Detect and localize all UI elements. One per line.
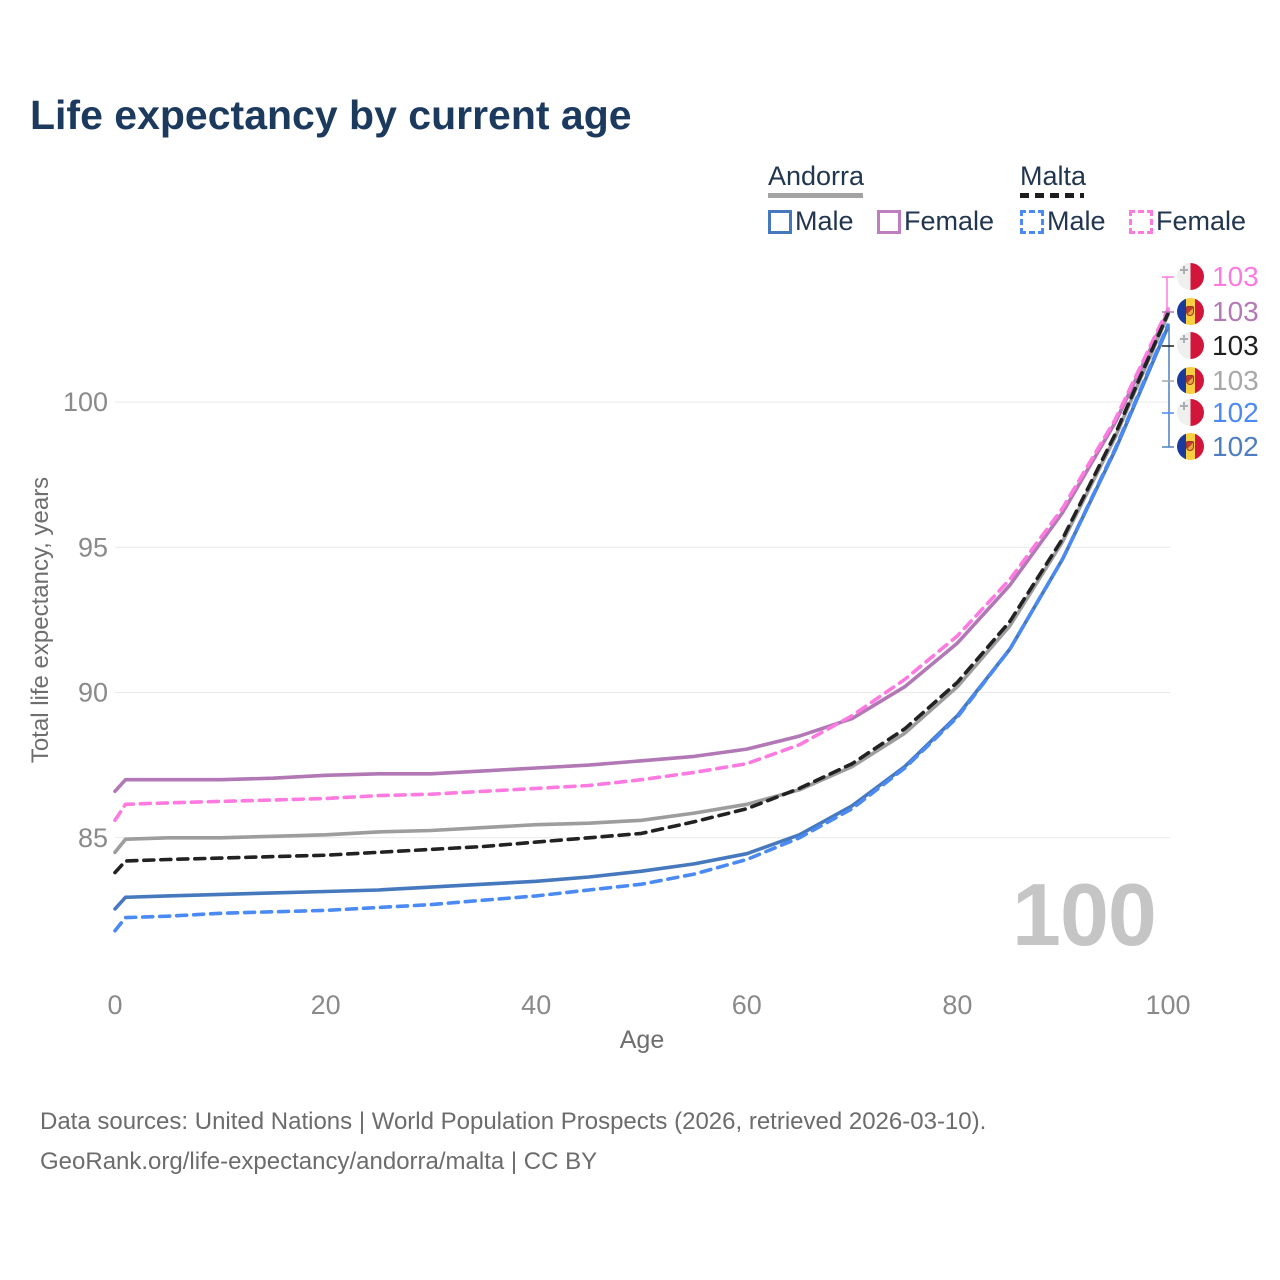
malta-cross-emblem (1180, 335, 1188, 343)
y-tick-label: 90 (78, 678, 108, 708)
end-label-row-0: 103 (0, 263, 1280, 291)
end-label-value: 102 (1212, 431, 1259, 462)
legend-item-malta-male[interactable]: Male (1020, 206, 1106, 237)
end-label-row-3: 103 (0, 367, 1280, 395)
malta-cross-emblem (1180, 266, 1188, 274)
footer-datasource: Data sources: United Nations | World Pop… (40, 1108, 987, 1135)
footer-attribution: GeoRank.org/life-expectancy/andorra/malt… (40, 1148, 598, 1175)
malta-flag-icon (1177, 263, 1204, 290)
andorra-male-swatch-icon (768, 209, 792, 234)
legend-item-malta-female[interactable]: Female (1128, 206, 1247, 237)
end-label-value: 103 (1212, 330, 1259, 361)
malta-flag-icon (1177, 332, 1204, 359)
end-label-value: 103 (1212, 296, 1259, 327)
legend-group-andorra: Andorra Male Female (768, 161, 994, 236)
end-label-row-1: 103 (0, 298, 1280, 326)
end-label-value: 102 (1212, 397, 1259, 428)
legend-group-malta: Malta Male Female (1020, 161, 1246, 236)
end-label-row-5: 102 (0, 433, 1280, 461)
end-label-row-4: 102 (0, 399, 1280, 427)
y-tick-label: 100 (63, 387, 108, 417)
andorra-shield-emblem (1186, 441, 1194, 451)
x-tick-label: 60 (732, 990, 762, 1020)
legend-item-andorra-female[interactable]: Female (876, 206, 995, 237)
malta-female-swatch-icon (1128, 209, 1153, 234)
andorra-flag-icon (1177, 433, 1204, 460)
andorra-female-swatch-icon (876, 209, 901, 234)
series-line-malta-male[interactable] (113, 323, 1170, 933)
legend-label-andorra-male: Male (795, 206, 854, 236)
andorra-linestyle-sample (768, 193, 863, 198)
legend-label-malta-male: Male (1047, 206, 1106, 236)
x-axis-title: Age (620, 1026, 664, 1054)
legend-header-malta[interactable]: Malta (1020, 161, 1087, 191)
page-title: Life expectancy by current age (30, 92, 632, 138)
x-tick-label: 40 (521, 990, 551, 1020)
series-line-andorra-both[interactable] (113, 313, 1170, 855)
andorra-flag-icon (1177, 298, 1204, 325)
x-tick-label: 0 (107, 990, 122, 1020)
series-line-malta-female[interactable] (113, 307, 1170, 823)
malta-linestyle-sample (1020, 193, 1084, 198)
malta-male-swatch-icon (1020, 209, 1044, 234)
series-line-malta-both[interactable] (113, 311, 1170, 875)
y-tick-label: 85 (78, 823, 108, 853)
andorra-flag-icon (1177, 367, 1204, 394)
series-line-andorra-female[interactable] (113, 310, 1170, 794)
legend-label-malta-female: Female (1155, 206, 1247, 236)
malta-flag-icon (1177, 399, 1204, 426)
x-tick-label: 100 (1145, 990, 1190, 1020)
y-axis-title: Total life expectancy, years (27, 477, 54, 763)
andorra-shield-emblem (1186, 306, 1194, 316)
end-label-value: 103 (1212, 261, 1259, 292)
end-label-row-2: 103 (0, 332, 1280, 360)
andorra-shield-emblem (1186, 375, 1194, 385)
y-tick-label: 95 (78, 532, 108, 562)
legend-header-andorra[interactable]: Andorra (768, 161, 865, 191)
malta-cross-emblem (1180, 402, 1188, 410)
x-tick-label: 20 (311, 990, 341, 1020)
x-tick-label: 80 (942, 990, 972, 1020)
end-label-value: 103 (1212, 365, 1259, 396)
legend-label-andorra-female: Female (903, 206, 995, 236)
legend-item-andorra-male[interactable]: Male (768, 206, 854, 237)
watermark-100: 100 (1012, 865, 1157, 964)
